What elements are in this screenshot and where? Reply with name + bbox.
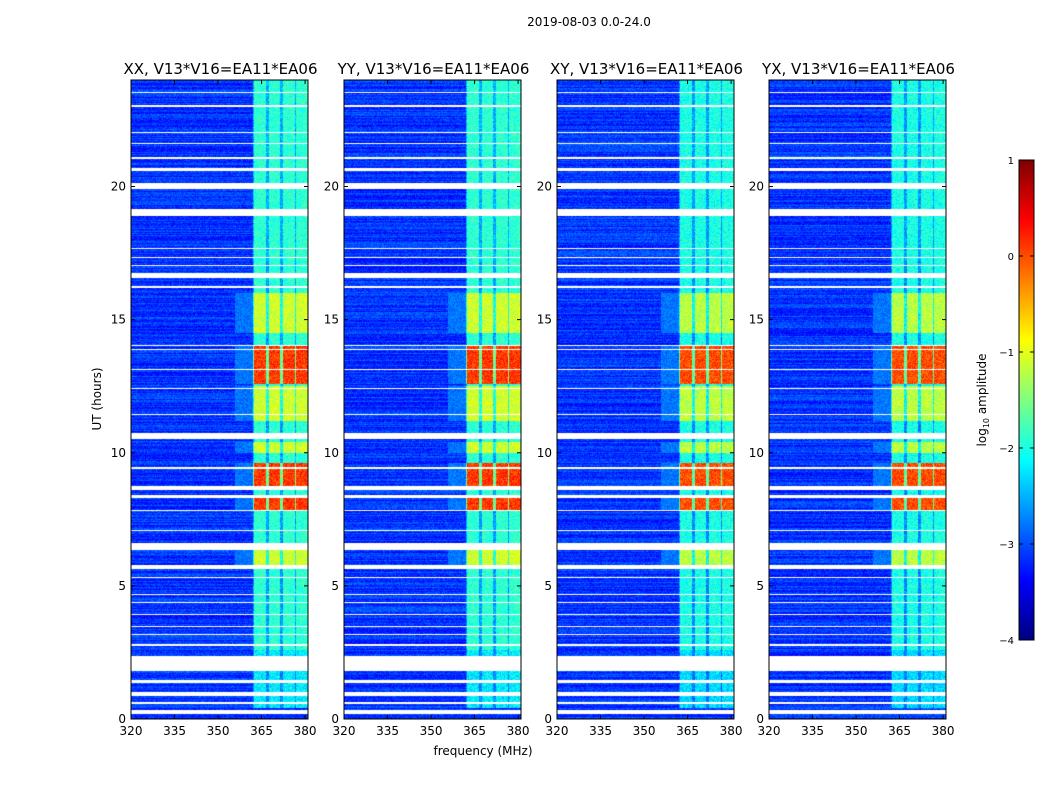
y-tick-label: 20 [324, 180, 339, 194]
y-tick-label: 5 [118, 579, 126, 593]
y-tick-label: 15 [324, 313, 339, 327]
panel-frame [556, 79, 735, 720]
panel-1: XX, V13*V16=EA11*EA06 320 335 350 365 380 0 5 10… [111, 60, 318, 738]
x-tick-label: 320 [546, 724, 569, 738]
panel-title: XX, V13*V16=EA11*EA06 [123, 60, 317, 78]
panel-3: XY, V13*V16=EA11*EA06 320 335 350 365 380 0 5 10… [537, 60, 743, 738]
y-tick-label: 10 [111, 446, 126, 460]
y-tick-label: 10 [537, 446, 552, 460]
y-tick-label: 20 [111, 180, 126, 194]
panels: XX, V13*V16=EA11*EA06 320 335 350 365 380 0 5 10… [111, 60, 955, 738]
x-tick-label: 365 [250, 724, 273, 738]
x-axis-label: frequency (MHz) [433, 744, 532, 758]
y-tick-label: 10 [749, 446, 764, 460]
panel-title: YX, V13*V16=EA11*EA06 [761, 60, 955, 78]
y-tick-label: 5 [331, 579, 339, 593]
colorbar: 1 0 −1 −2 −3 −4 log10 amplitude [975, 156, 1035, 647]
heatmap-image [769, 80, 946, 719]
y-tick-label: 15 [111, 313, 126, 327]
colorbar-label: log10 amplitude [975, 354, 991, 447]
x-tick-label: 350 [207, 724, 230, 738]
x-tick-label: 380 [720, 724, 743, 738]
y-axis-label: UT (hours) [90, 367, 104, 430]
x-tick-label: 380 [932, 724, 955, 738]
panel-title: XY, V13*V16=EA11*EA06 [550, 60, 743, 78]
x-tick-label: 350 [845, 724, 868, 738]
panel-frame [343, 79, 522, 720]
x-tick-label: 380 [294, 724, 317, 738]
colorbar-ticks: 1 0 −1 −2 −3 −4 [999, 156, 1034, 647]
y-tick-label: 10 [324, 446, 339, 460]
x-tick-label: 365 [888, 724, 911, 738]
y-tick-label: 5 [544, 579, 552, 593]
x-tick-label: 350 [420, 724, 443, 738]
x-tick-label: 320 [120, 724, 143, 738]
colorbar-tick-label: 0 [1008, 252, 1014, 263]
panel-frame [130, 79, 309, 720]
colorbar-tick-label: −1 [999, 348, 1014, 359]
x-tick-label: 320 [333, 724, 356, 738]
y-tick-label: 5 [756, 579, 764, 593]
suptitle: 2019-08-03 0.0-24.0 [527, 15, 651, 29]
heatmap-image [131, 80, 308, 719]
x-tick-label: 335 [376, 724, 399, 738]
y-tick-label: 0 [756, 712, 764, 726]
y-tick-label: 20 [537, 180, 552, 194]
y-tick-label: 15 [537, 313, 552, 327]
panel-frame [768, 79, 947, 720]
x-tick-label: 380 [507, 724, 530, 738]
colorbar-tick-label: −4 [999, 636, 1014, 647]
y-tick-label: 15 [749, 313, 764, 327]
x-tick-label: 335 [163, 724, 186, 738]
panel-4: YX, V13*V16=EA11*EA06 320 335 350 365 380 0 5 10… [749, 60, 955, 738]
y-tick-label: 0 [331, 712, 339, 726]
y-tick-label: 20 [749, 180, 764, 194]
x-tick-label: 320 [758, 724, 781, 738]
x-tick-label: 365 [676, 724, 699, 738]
heatmap-image [344, 80, 521, 719]
x-tick-label: 335 [589, 724, 612, 738]
colorbar-scale [1018, 159, 1035, 641]
y-tick-label: 0 [118, 712, 126, 726]
heatmap-image [557, 80, 734, 719]
colorbar-tick-label: −3 [999, 540, 1014, 551]
x-tick-label: 350 [633, 724, 656, 738]
colorbar-tick-label: −2 [999, 444, 1014, 455]
y-tick-label: 0 [544, 712, 552, 726]
panel-2: YY, V13*V16=EA11*EA06 320 335 350 365 380 0 5 10… [324, 60, 530, 738]
x-tick-label: 335 [801, 724, 824, 738]
colorbar-tick-label: 1 [1008, 156, 1014, 167]
panel-title: YY, V13*V16=EA11*EA06 [337, 60, 530, 78]
x-tick-label: 365 [463, 724, 486, 738]
